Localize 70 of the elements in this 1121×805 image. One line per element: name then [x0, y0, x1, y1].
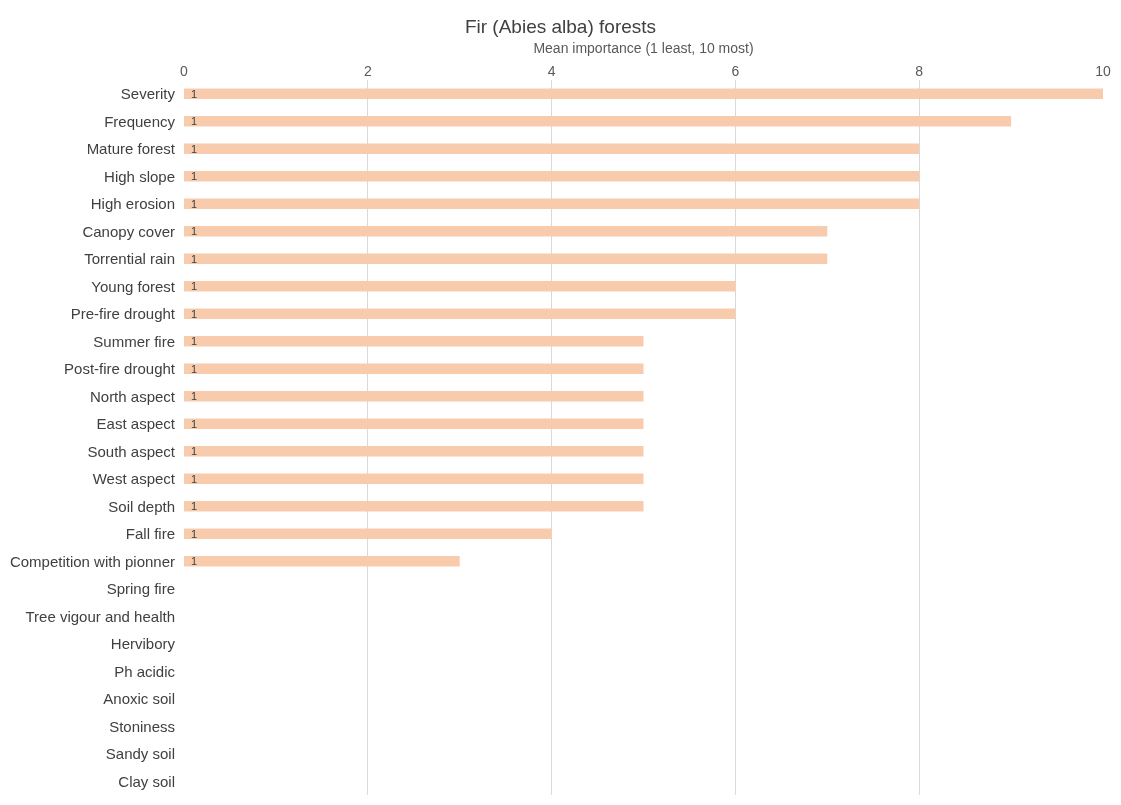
y-tick-label: West aspect	[92, 470, 176, 487]
bar	[184, 281, 736, 292]
annotation: 1	[191, 308, 198, 320]
bar	[184, 198, 920, 209]
y-tick-label: Hervibory	[110, 635, 176, 652]
y-tick-label: Pre-fire drought	[70, 305, 176, 322]
annotation: 1	[191, 390, 198, 402]
y-tick-label: Stoniness	[109, 717, 175, 735]
y-tick-label: Severity	[120, 85, 176, 102]
x-axis-title: Mean importance (1 least, 10 most)	[533, 39, 754, 56]
y-tick-label: South aspect	[87, 442, 176, 460]
annotation: 1	[191, 253, 198, 265]
y-tick-label: Post-fire drought	[64, 360, 176, 377]
y-tick-label: Clay soil	[118, 772, 175, 790]
bar	[184, 116, 1012, 127]
annotation: 1	[191, 445, 198, 457]
chart-title: Fir (Abies alba) forests	[464, 16, 657, 38]
bar	[184, 253, 828, 264]
x-tick-label: 0	[180, 63, 189, 80]
bar	[184, 88, 1103, 99]
bar	[184, 528, 552, 539]
y-tick-label: North aspect	[89, 387, 176, 405]
bar	[184, 308, 736, 319]
annotation: 1	[191, 363, 198, 375]
bar	[184, 446, 644, 457]
annotation: 1	[191, 115, 198, 127]
annotation: 1	[191, 528, 198, 540]
bar	[184, 391, 644, 402]
bar	[184, 143, 920, 154]
y-tick-label: Fall fire	[125, 525, 175, 542]
y-tick-label: Sandy soil	[105, 745, 175, 762]
y-tick-label: Canopy cover	[82, 222, 175, 240]
annotation: 1	[191, 280, 198, 292]
y-tick-label: Soil depth	[108, 497, 175, 515]
x-tick-label: 8	[915, 63, 924, 80]
annotation: 1	[191, 335, 198, 347]
bar	[184, 226, 828, 237]
y-tick-label: Spring fire	[106, 580, 175, 597]
y-tick-label: Anoxic soil	[103, 690, 175, 707]
bar	[184, 418, 644, 429]
bar	[184, 336, 644, 347]
y-tick-label: Ph acidic	[114, 662, 176, 680]
annotation: 1	[191, 170, 198, 182]
y-tick-label: High erosion	[90, 195, 175, 212]
y-tick-label: East aspect	[96, 415, 176, 432]
bar	[184, 363, 644, 374]
x-tick-label: 10	[1095, 63, 1111, 80]
annotation: 1	[191, 88, 198, 100]
bar	[184, 501, 644, 512]
x-tick-label: 4	[547, 63, 556, 80]
annotation: 1	[191, 198, 198, 210]
y-tick-label: Tree vigour and health	[25, 607, 175, 625]
y-tick-label: High slope	[104, 167, 175, 185]
annotation: 1	[191, 225, 198, 237]
annotation: 1	[191, 418, 198, 430]
y-tick-label: Mature forest	[86, 140, 176, 157]
annotation: 1	[191, 500, 198, 512]
x-tick-label: 2	[363, 63, 372, 80]
bar	[184, 473, 644, 484]
bar	[184, 171, 920, 182]
annotation: 1	[191, 473, 198, 485]
y-tick-label: Young forest	[91, 277, 176, 295]
x-tick-label: 6	[731, 63, 740, 80]
y-tick-label: Torrential rain	[84, 250, 175, 267]
y-tick-label: Frequency	[104, 112, 176, 130]
y-tick-label: Competition with pionner	[9, 552, 175, 570]
annotation: 1	[191, 143, 198, 155]
annotation: 1	[191, 555, 198, 567]
bar	[184, 556, 460, 567]
y-tick-label: Summer fire	[93, 332, 175, 350]
